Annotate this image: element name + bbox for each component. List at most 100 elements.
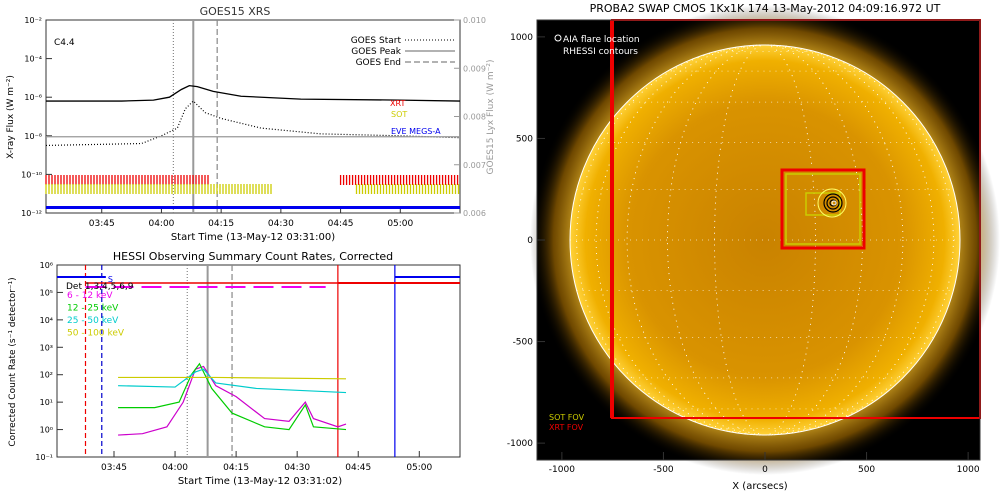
coverage-bar-eve-megs-a (46, 206, 460, 209)
goes-title: GOES15 XRS (200, 5, 271, 18)
hessi-legend-label: 50 - 100 keV (67, 329, 125, 339)
goes-y-tick-label: 10⁻⁸ (24, 132, 42, 141)
goes-coverage-bars (45, 175, 460, 209)
state-label-detectors: Det 1,3,4,5,6,9 (66, 282, 134, 292)
hessi-legend-label: 12 - 25 keV (67, 304, 119, 314)
aia-legend-label: AIA flare location (563, 35, 640, 45)
goes-xrs-panel: GOES15 XRS C4.4 10⁻²10⁻⁴10⁻⁶10⁻⁸10⁻¹⁰10⁻… (6, 5, 496, 243)
goes-y-tick-label: 10⁻⁴ (24, 55, 42, 64)
hessi-series-group (118, 362, 347, 436)
hessi-x-tick-label: 04:00 (162, 463, 188, 473)
goes-y-tick-label: 10⁻¹² (21, 209, 42, 218)
hessi-y-tick-label: 10⁴ (40, 316, 53, 325)
hessi-plot-frame (56, 264, 461, 458)
hessi-series-25-50keV-line (118, 368, 347, 394)
solar-y-tick-label: 500 (516, 134, 533, 144)
state-label-s: S (108, 275, 113, 284)
solar-y-tick-label: 0 (527, 236, 533, 246)
instrument-label-xrt: XRT (390, 99, 405, 108)
flare-class-label: C4.4 (54, 38, 75, 48)
goes-x-tick-label: 04:45 (328, 219, 354, 229)
hessi-series-12-25keV-line (118, 362, 347, 431)
goes-ylabel: X-ray Flux (W m⁻²) (6, 75, 16, 159)
xrt-fov-label: XRT FOV (549, 423, 584, 432)
hessi-y-tick-label: 10⁶ (40, 261, 53, 270)
goes-y-axis: 10⁻² 10⁻⁴ 10⁻⁶ 10⁻⁸ 10⁻¹⁰ 10⁻¹² (21, 16, 52, 218)
hessi-event-lines (186, 265, 233, 457)
hessi-x-tick-label: 04:45 (345, 463, 371, 473)
goes-y-right-tick-label: 0.007 (463, 161, 486, 170)
hessi-xlabel: Start Time (13-May-12 03:31:02) (178, 476, 342, 487)
goes-x-tick-label: 04:30 (268, 219, 294, 229)
solar-xlabel: X (arcsecs) (732, 481, 788, 492)
hessi-ylabel: Corrected Count Rate (s⁻¹ detector⁻¹) (8, 277, 18, 446)
solar-x-tick-label: 500 (858, 465, 875, 475)
aia-flare-location (831, 200, 837, 206)
solar-x-tick-label: -500 (653, 465, 674, 475)
hessi-panel: HESSI Observing Summary Count Rates, Cor… (8, 250, 461, 487)
hessi-y-tick-label: 10⁰ (40, 426, 53, 435)
rhessi-contour-2 (826, 196, 840, 210)
hessi-series-50-100keV-line (118, 376, 347, 380)
goes-series-0-line (46, 84, 461, 102)
aia-legend-icon (554, 34, 562, 42)
solar-x-tick-label: 1000 (957, 465, 980, 475)
solar-image-panel: PROBA2 SWAP CMOS 1Kx1K 174 13-May-2012 0… (507, 2, 1000, 492)
goes-legend-label: GOES Start (351, 36, 402, 46)
hessi-legend-label: 6 - 12 keV (67, 291, 113, 301)
goes-y-tick-label: 10⁻⁶ (24, 93, 42, 102)
goes-x-tick-label: 04:00 (148, 219, 174, 229)
sot-fov-box (785, 173, 861, 245)
solar-x-axis: -1000 -500 0 500 1000 (549, 452, 980, 475)
goes-y-right-tick-label: 0.009 (463, 64, 486, 73)
hessi-y-tick-label: 10² (40, 371, 53, 380)
hessi-x-tick-label: 04:30 (284, 463, 310, 473)
hessi-x-tick-label: 04:15 (223, 463, 249, 473)
goes-x-tick-label: 04:15 (208, 219, 234, 229)
goes-x-axis: 03:45 04:00 04:15 04:30 04:45 05:00 (89, 207, 414, 229)
goes-y-right-tick-label: 0.006 (463, 209, 486, 218)
solar-y-tick-label: -1000 (507, 439, 533, 449)
hessi-series-6-12keV-line (118, 365, 347, 436)
longitude-grid-line (595, 44, 935, 436)
hessi-x-tick-label: 05:00 (406, 463, 432, 473)
goes-xlabel: Start Time (13-May-12 03:31:00) (171, 232, 335, 243)
solar-x-tick-label: 0 (762, 465, 768, 475)
hessi-legend-label: 25 - 50 keV (67, 316, 119, 326)
hessi-y-tick-label: 10⁵ (40, 288, 53, 297)
hessi-title: HESSI Observing Summary Count Rates, Cor… (113, 250, 393, 263)
goes-x-tick-label: 05:00 (387, 219, 413, 229)
hessi-y-tick-label: 10¹ (40, 398, 53, 407)
hessi-legend: 6 - 12 keV 12 - 25 keV 25 - 50 keV 50 - 100… (67, 291, 125, 339)
goes-y-tick-label: 10⁻² (24, 16, 42, 25)
goes-x-tick-label: 03:45 (89, 219, 115, 229)
longitude-grid-line (714, 44, 816, 436)
goes-y-axis-right: 0.010 0.009 0.008 0.007 0.006 (454, 16, 486, 218)
goes-series-group (45, 84, 461, 147)
goes-legend-label: GOES Peak (351, 47, 401, 57)
rhessi-contour-1 (823, 193, 843, 213)
hessi-x-axis: 03:45 04:00 04:15 04:30 04:45 05:00 (101, 451, 433, 473)
goes-legend-label: GOES End (356, 58, 401, 68)
hessi-y-tick-label: 10⁻¹ (35, 453, 53, 462)
instrument-label-eve-megs-a: EVE MEGS-A (391, 127, 441, 136)
rhessi-outer-contour (817, 188, 847, 218)
solar-y-tick-label: -500 (513, 338, 534, 348)
goes-y-right-tick-label: 0.008 (463, 113, 486, 122)
solar-x-tick-label: -1000 (549, 465, 575, 475)
hessi-x-tick-label: 03:45 (101, 463, 127, 473)
goes-ylabel-right: GOES15 Lyx Flux (W m⁻²) (486, 60, 496, 175)
instrument-label-sot: SOT (391, 110, 407, 119)
solar-y-axis: 1000 500 0 -500 -1000 (507, 33, 545, 449)
rhessi-legend-icon (554, 46, 562, 54)
solar-y-tick-label: 1000 (510, 33, 533, 43)
rhessi-legend-label: RHESSI contours (563, 47, 638, 57)
goes-series-1-line (45, 100, 461, 147)
sot-fov-label: SOT FOV (549, 413, 585, 422)
hessi-y-tick-label: 10³ (40, 343, 53, 352)
goes-y-tick-label: 10⁻¹⁰ (21, 170, 42, 179)
longitude-grid-line (576, 44, 954, 436)
